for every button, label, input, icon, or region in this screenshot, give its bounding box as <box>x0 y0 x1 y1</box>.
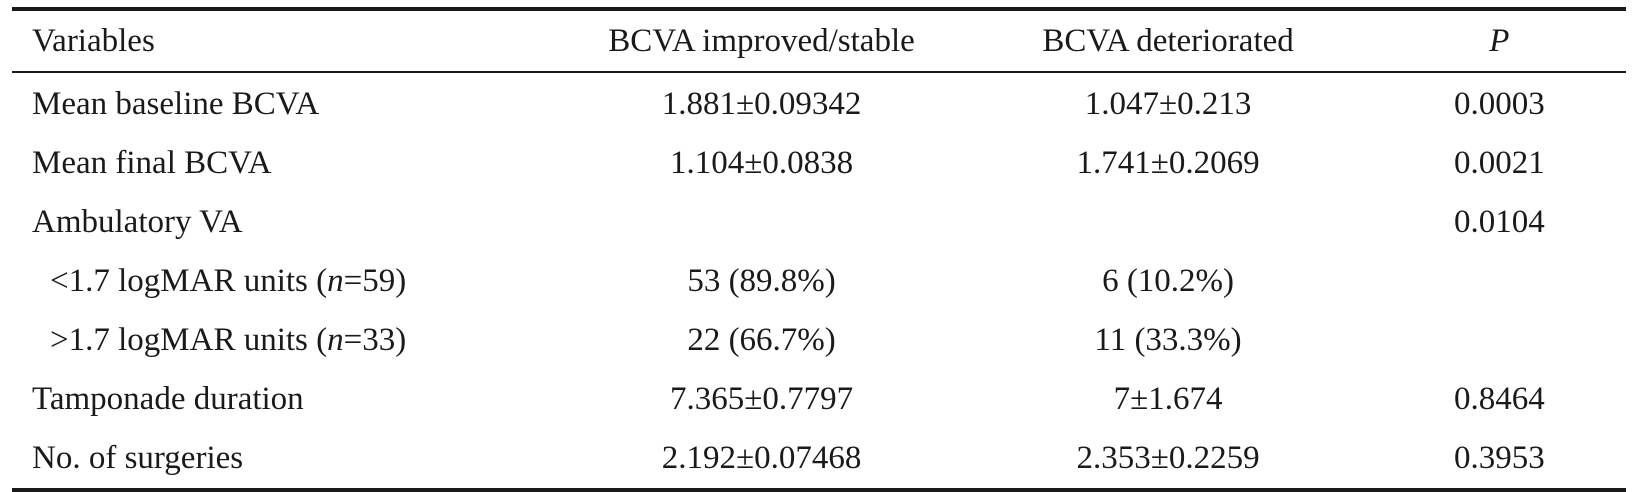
table-row: Mean baseline BCVA 1.881±0.09342 1.047±0… <box>12 72 1626 134</box>
row-label-prefix: >1.7 logMAR units ( <box>50 322 328 358</box>
row-label: Ambulatory VA <box>32 204 243 240</box>
table-row: <1.7 logMAR units (n=59) 53 (89.8%) 6 (1… <box>12 252 1626 311</box>
cell-p-value: 0.0021 <box>1454 145 1545 181</box>
header-variables: Variables <box>32 22 155 59</box>
row-label: <1.7 logMAR units (n=59) <box>12 252 560 311</box>
cell-improved: 53 (89.8%) <box>687 263 836 299</box>
cell-improved: 22 (66.7%) <box>687 322 836 358</box>
cell-improved: 1.104±0.0838 <box>669 145 854 181</box>
header-improved: BCVA improved/stable <box>608 22 915 59</box>
table-body: Mean baseline BCVA 1.881±0.09342 1.047±0… <box>12 72 1626 490</box>
cell-p-value: 0.0003 <box>1454 86 1545 122</box>
cell-deteriorated: 6 (10.2%) <box>1102 263 1235 299</box>
row-label: >1.7 logMAR units (n=33) <box>12 311 560 370</box>
cell-p-value <box>1373 311 1626 370</box>
row-label-n: n <box>327 322 344 358</box>
header-p-value: P <box>1489 22 1510 59</box>
table-header: Variables BCVA improved/stable BCVA dete… <box>12 9 1626 72</box>
row-label-suffix: =33) <box>343 322 407 358</box>
row-label: Mean baseline BCVA <box>32 86 320 122</box>
row-label: Mean final BCVA <box>32 145 272 181</box>
cell-p-value <box>1373 252 1626 311</box>
cell-p-value: 0.8464 <box>1454 381 1545 417</box>
cell-deteriorated: 1.741±0.2069 <box>1076 145 1260 181</box>
cell-improved: 7.365±0.7797 <box>669 381 854 417</box>
cell-p-value: 0.3953 <box>1454 440 1545 476</box>
row-label-suffix: =59) <box>343 263 407 299</box>
row-label: No. of surgeries <box>32 440 244 476</box>
cell-improved <box>560 193 964 252</box>
results-table: Variables BCVA improved/stable BCVA dete… <box>12 7 1626 492</box>
header-deteriorated: BCVA deteriorated <box>1042 22 1294 59</box>
cell-deteriorated: 7±1.674 <box>1113 381 1223 417</box>
cell-deteriorated: 1.047±0.213 <box>1084 86 1252 122</box>
cell-improved: 1.881±0.09342 <box>661 86 862 122</box>
table-row: Mean final BCVA 1.104±0.0838 1.741±0.206… <box>12 134 1626 193</box>
cell-improved: 2.192±0.07468 <box>661 440 862 476</box>
row-label-prefix: <1.7 logMAR units ( <box>50 263 328 299</box>
table-row: Tamponade duration 7.365±0.7797 7±1.674 … <box>12 370 1626 429</box>
row-label: Tamponade duration <box>32 381 304 417</box>
cell-p-value: 0.0104 <box>1454 204 1545 240</box>
row-label-n: n <box>327 263 344 299</box>
header-row: Variables BCVA improved/stable BCVA dete… <box>12 9 1626 72</box>
table-row: No. of surgeries 2.192±0.07468 2.353±0.2… <box>12 429 1626 490</box>
cell-deteriorated: 11 (33.3%) <box>1094 322 1242 358</box>
cell-deteriorated <box>963 193 1372 252</box>
cell-deteriorated: 2.353±0.2259 <box>1076 440 1260 476</box>
table-row: >1.7 logMAR units (n=33) 22 (66.7%) 11 (… <box>12 311 1626 370</box>
table-row: Ambulatory VA 0.0104 <box>12 193 1626 252</box>
